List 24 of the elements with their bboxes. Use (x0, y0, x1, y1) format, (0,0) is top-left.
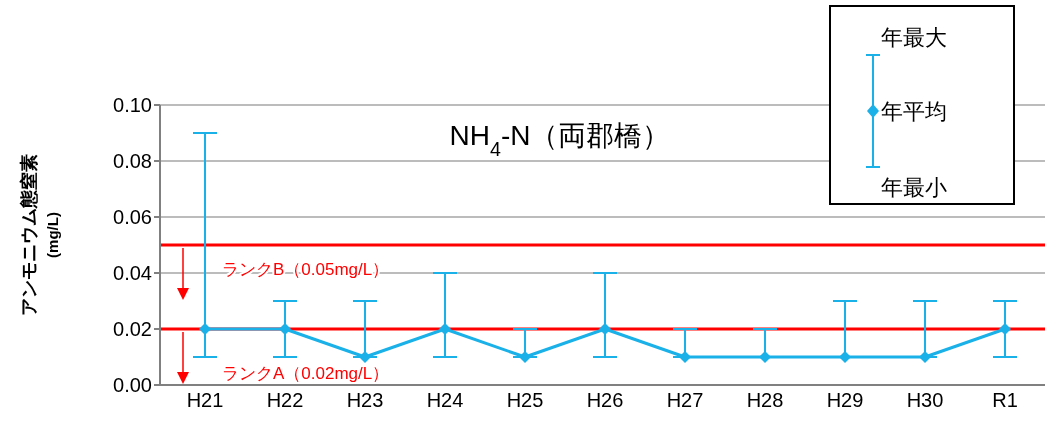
y-tick-label: 0.06 (113, 206, 152, 229)
x-tick-label: H29 (826, 389, 864, 412)
y-tick-label: 0.04 (113, 262, 152, 285)
ref-line-label: ランクB（0.05mg/L） (222, 260, 390, 279)
legend-label: ランクA（0.02mg/L） (222, 364, 390, 383)
annotation: 年最小 (881, 175, 947, 200)
x-tick-label: H30 (906, 389, 944, 412)
x-tick-label: R1 (992, 389, 1018, 412)
y-axis-title: アンモニウム態窒素 (mg/L) (18, 154, 61, 316)
x-tick-label: H22 (266, 389, 304, 412)
y-tick-label: 0.10 (113, 94, 152, 117)
y-tick-label: 0.08 (113, 150, 152, 173)
x-tick-label: H25 (506, 389, 544, 412)
x-tick-label: H23 (346, 389, 384, 412)
legend-label: 年平均 (881, 99, 947, 124)
x-tick-label: H24 (426, 389, 464, 412)
text: NH$_{4}$-N（両郡橋） (449, 120, 671, 160)
text: 年最大 (881, 25, 947, 50)
y-tick-label: 0.02 (113, 318, 152, 341)
y-tick-label: 0.00 (113, 374, 152, 397)
x-tick-label: H28 (746, 389, 784, 412)
x-tick-label: H21 (186, 389, 224, 412)
x-tick-label: H26 (586, 389, 624, 412)
x-tick-label: H27 (666, 389, 704, 412)
